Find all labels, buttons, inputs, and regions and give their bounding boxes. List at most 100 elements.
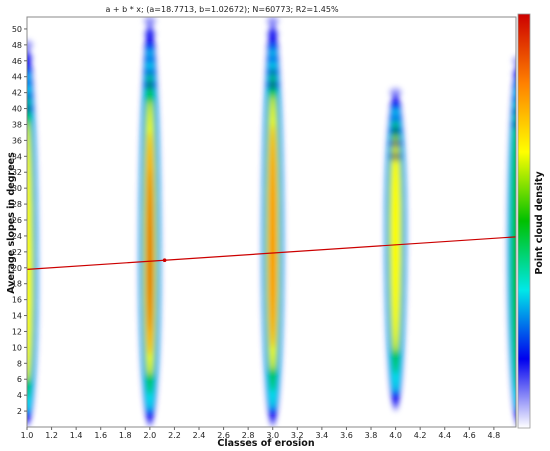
y-tick-label: 30 bbox=[12, 184, 22, 193]
x-tick-label: 1.2 bbox=[45, 431, 58, 440]
density-tail-blob bbox=[143, 54, 156, 65]
x-tick-label: 4.0 bbox=[389, 431, 402, 440]
y-tick-label: 24 bbox=[12, 232, 22, 241]
y-tick-label: 8 bbox=[17, 359, 22, 368]
x-tick-label: 2.4 bbox=[193, 431, 206, 440]
x-tick-label: 3.8 bbox=[365, 431, 378, 440]
density-tail bbox=[27, 39, 34, 114]
density-tail-blob bbox=[389, 151, 402, 162]
y-tick-label: 36 bbox=[12, 136, 22, 145]
y-tick-label: 48 bbox=[12, 41, 22, 50]
density-tail-blob bbox=[512, 56, 516, 66]
density-band bbox=[511, 109, 516, 383]
density-column bbox=[138, 17, 161, 427]
y-tick-label: 38 bbox=[12, 120, 22, 129]
x-tick-label: 2.8 bbox=[242, 431, 255, 440]
y-tick-label: 20 bbox=[12, 264, 22, 273]
y-tick-label: 28 bbox=[12, 200, 22, 209]
density-tail-blob bbox=[27, 90, 34, 101]
density-tail-blob bbox=[143, 66, 156, 77]
x-tick-label: 1.4 bbox=[70, 431, 83, 440]
density-tail bbox=[512, 56, 516, 130]
y-tick-label: 44 bbox=[12, 73, 22, 82]
chart-title: a + b * x; (a=18.7713, b=1.02672); N=607… bbox=[105, 5, 338, 14]
y-tick-label: 4 bbox=[17, 391, 22, 400]
x-tick-label: 4.2 bbox=[414, 431, 427, 440]
density-tail-blob bbox=[389, 87, 402, 98]
density-tail-blob bbox=[143, 28, 156, 39]
y-tick-label: 2 bbox=[17, 407, 22, 416]
x-tick-label: 3.4 bbox=[316, 431, 329, 440]
density-tail-blob bbox=[266, 79, 279, 90]
density-tail-blob bbox=[27, 52, 34, 63]
density-tail-blob bbox=[389, 138, 402, 149]
y-tick-label: 32 bbox=[12, 168, 22, 177]
x-tick-label: 1.8 bbox=[119, 431, 132, 440]
x-tick-label: 3.2 bbox=[291, 431, 304, 440]
density-tail-blob bbox=[143, 17, 156, 26]
density-column bbox=[261, 17, 284, 427]
density-tail-blob bbox=[389, 125, 402, 136]
density-tail bbox=[389, 87, 402, 162]
density-tail-blob bbox=[27, 103, 34, 114]
density-tail-blob bbox=[27, 78, 34, 89]
density-tail-blob bbox=[389, 100, 402, 111]
y-tick-label: 6 bbox=[17, 375, 22, 384]
x-tick-label: 3.0 bbox=[266, 431, 279, 440]
y-axis-title: Average slopes in degrees bbox=[6, 152, 17, 294]
y-tick-label: 16 bbox=[12, 296, 22, 305]
density-tail-blob bbox=[266, 17, 279, 26]
y-tick-label: 40 bbox=[12, 105, 22, 114]
y-tick-label: 34 bbox=[12, 152, 22, 161]
density-tail bbox=[266, 17, 279, 90]
y-tick-label: 46 bbox=[12, 57, 22, 66]
y-tick-label: 10 bbox=[12, 343, 22, 352]
y-tick-label: 26 bbox=[12, 216, 22, 225]
density-column bbox=[384, 87, 407, 412]
density-band bbox=[148, 169, 152, 332]
x-tick-label: 1.6 bbox=[94, 431, 107, 440]
density-column bbox=[507, 56, 516, 427]
density-tail-blob bbox=[512, 107, 516, 117]
regression-marker bbox=[162, 258, 167, 263]
density-tail-blob bbox=[266, 66, 279, 77]
density-tail-blob bbox=[512, 81, 516, 91]
density-tail-blob bbox=[512, 94, 516, 104]
density-tail-blob bbox=[27, 65, 34, 76]
colorbar bbox=[517, 13, 531, 429]
y-tick-label: 22 bbox=[12, 248, 22, 257]
density-tail-blob bbox=[266, 28, 279, 39]
y-tick-label: 12 bbox=[12, 327, 22, 336]
x-tick-label: 3.6 bbox=[340, 431, 353, 440]
density-tail-blob bbox=[27, 39, 34, 50]
x-tick-label: 2.0 bbox=[143, 431, 156, 440]
density-tail-blob bbox=[266, 41, 279, 52]
density-tail-blob bbox=[389, 113, 402, 124]
regression-line bbox=[27, 236, 516, 270]
x-tick-label: 2.2 bbox=[168, 431, 181, 440]
density-tail-blob bbox=[512, 68, 516, 79]
y-tick-label: 14 bbox=[12, 312, 22, 321]
density-band bbox=[390, 135, 401, 353]
y-tick-label: 50 bbox=[12, 25, 22, 34]
density-tail-blob bbox=[512, 119, 516, 130]
density-tail bbox=[143, 17, 156, 90]
y-tick-label: 18 bbox=[12, 280, 22, 289]
plot-area bbox=[27, 17, 516, 427]
x-axis-title: Classes of erosion bbox=[217, 438, 314, 449]
plot-frame bbox=[26, 16, 517, 428]
density-band bbox=[27, 121, 33, 382]
x-tick-label: 4.8 bbox=[488, 431, 501, 440]
x-tick-label: 4.4 bbox=[438, 431, 451, 440]
density-tail-blob bbox=[143, 41, 156, 52]
density-tail-blob bbox=[143, 79, 156, 90]
density-tail-blob bbox=[266, 54, 279, 65]
x-tick-label: 1.0 bbox=[21, 431, 34, 440]
density-band bbox=[269, 124, 277, 349]
density-column bbox=[27, 39, 39, 427]
x-tick-label: 2.6 bbox=[217, 431, 230, 440]
y-tick-label: 42 bbox=[12, 89, 22, 98]
x-tick-label: 4.6 bbox=[463, 431, 476, 440]
colorbar-title: Point cloud density bbox=[534, 171, 545, 275]
